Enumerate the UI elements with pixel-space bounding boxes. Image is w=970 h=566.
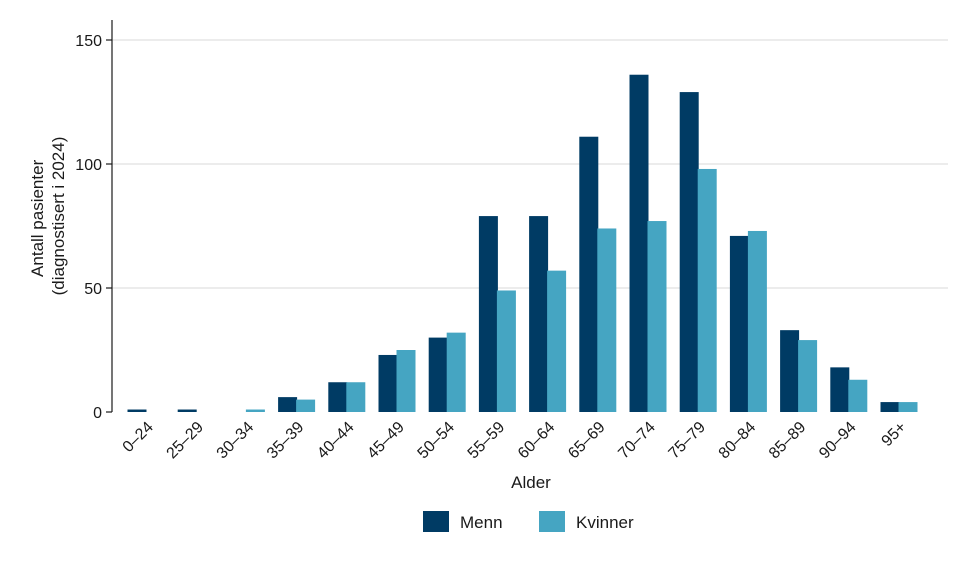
x-tick-label: 30–34 [214, 419, 258, 463]
bar-kvinner [496, 290, 516, 412]
bar-menn [328, 382, 348, 412]
bar-kvinner [848, 379, 868, 412]
bar-menn [880, 402, 900, 412]
bar-menn [830, 367, 850, 412]
x-tick-label: 55–59 [465, 419, 509, 463]
bar-kvinner [647, 221, 667, 412]
bar-menn [679, 92, 699, 412]
x-tick-label: 95+ [879, 419, 910, 450]
x-tick-label: 35–39 [264, 419, 308, 463]
legend: Menn Kvinner [423, 511, 634, 532]
x-tick-label: 0–24 [120, 419, 157, 456]
x-tick-label: 80–84 [716, 419, 760, 463]
bar-kvinner [396, 350, 416, 412]
y-axis-title-line-2: (diagnostisert i 2024) [49, 137, 68, 296]
legend-label-menn: Menn [460, 513, 503, 532]
y-tick-label: 100 [75, 157, 102, 174]
bar-menn [177, 409, 197, 412]
bar-menn [428, 337, 448, 412]
x-tick-label: 75–79 [666, 419, 710, 463]
bar-kvinner [747, 230, 767, 412]
bar-menn [278, 397, 298, 412]
bar-menn [579, 136, 599, 412]
x-tick-label: 45–49 [364, 419, 408, 463]
legend-swatch-menn [423, 511, 449, 532]
bar-menn [478, 216, 498, 412]
x-tick-label: 65–69 [565, 419, 609, 463]
x-tick-label: 90–94 [816, 419, 860, 463]
x-axis-title: Alder [511, 473, 551, 492]
legend-swatch-kvinner [539, 511, 565, 532]
x-tick-label: 40–44 [314, 419, 358, 463]
y-tick-label: 50 [84, 281, 102, 298]
bar-menn [378, 354, 398, 412]
bar-kvinner [547, 270, 567, 412]
bar-menn [729, 235, 749, 412]
bar-kvinner [245, 409, 265, 412]
x-tick-label: 60–64 [515, 419, 559, 463]
bar-kvinner [898, 402, 918, 412]
bar-kvinner [597, 228, 617, 412]
y-tick-label: 0 [93, 405, 102, 422]
bar-kvinner [446, 332, 466, 412]
bar-kvinner [697, 168, 717, 412]
bar-menn [127, 409, 147, 412]
x-tick-label: 85–89 [766, 419, 810, 463]
bar-menn [629, 74, 649, 412]
x-tick-label: 25–29 [164, 419, 208, 463]
y-tick-labels: 0 50 100 150 [75, 33, 112, 422]
bar-menn [780, 330, 800, 412]
y-axis-title-line-1: Antall pasienter [28, 159, 47, 277]
bar-kvinner [798, 340, 818, 412]
bars [127, 74, 918, 412]
x-tick-labels: 0–24 25–29 30–34 35–39 40–44 45–49 50–54 55–59 6… [120, 419, 910, 463]
y-tick-label: 150 [75, 33, 102, 50]
bar-kvinner [296, 399, 316, 412]
bar-kvinner [346, 382, 366, 412]
x-tick-label: 50–54 [415, 419, 459, 463]
bar-menn [529, 216, 549, 412]
x-tick-label: 70–74 [615, 419, 659, 463]
legend-label-kvinner: Kvinner [576, 513, 634, 532]
y-axis-title: Antall pasienter (diagnostisert i 2024) [28, 137, 68, 296]
